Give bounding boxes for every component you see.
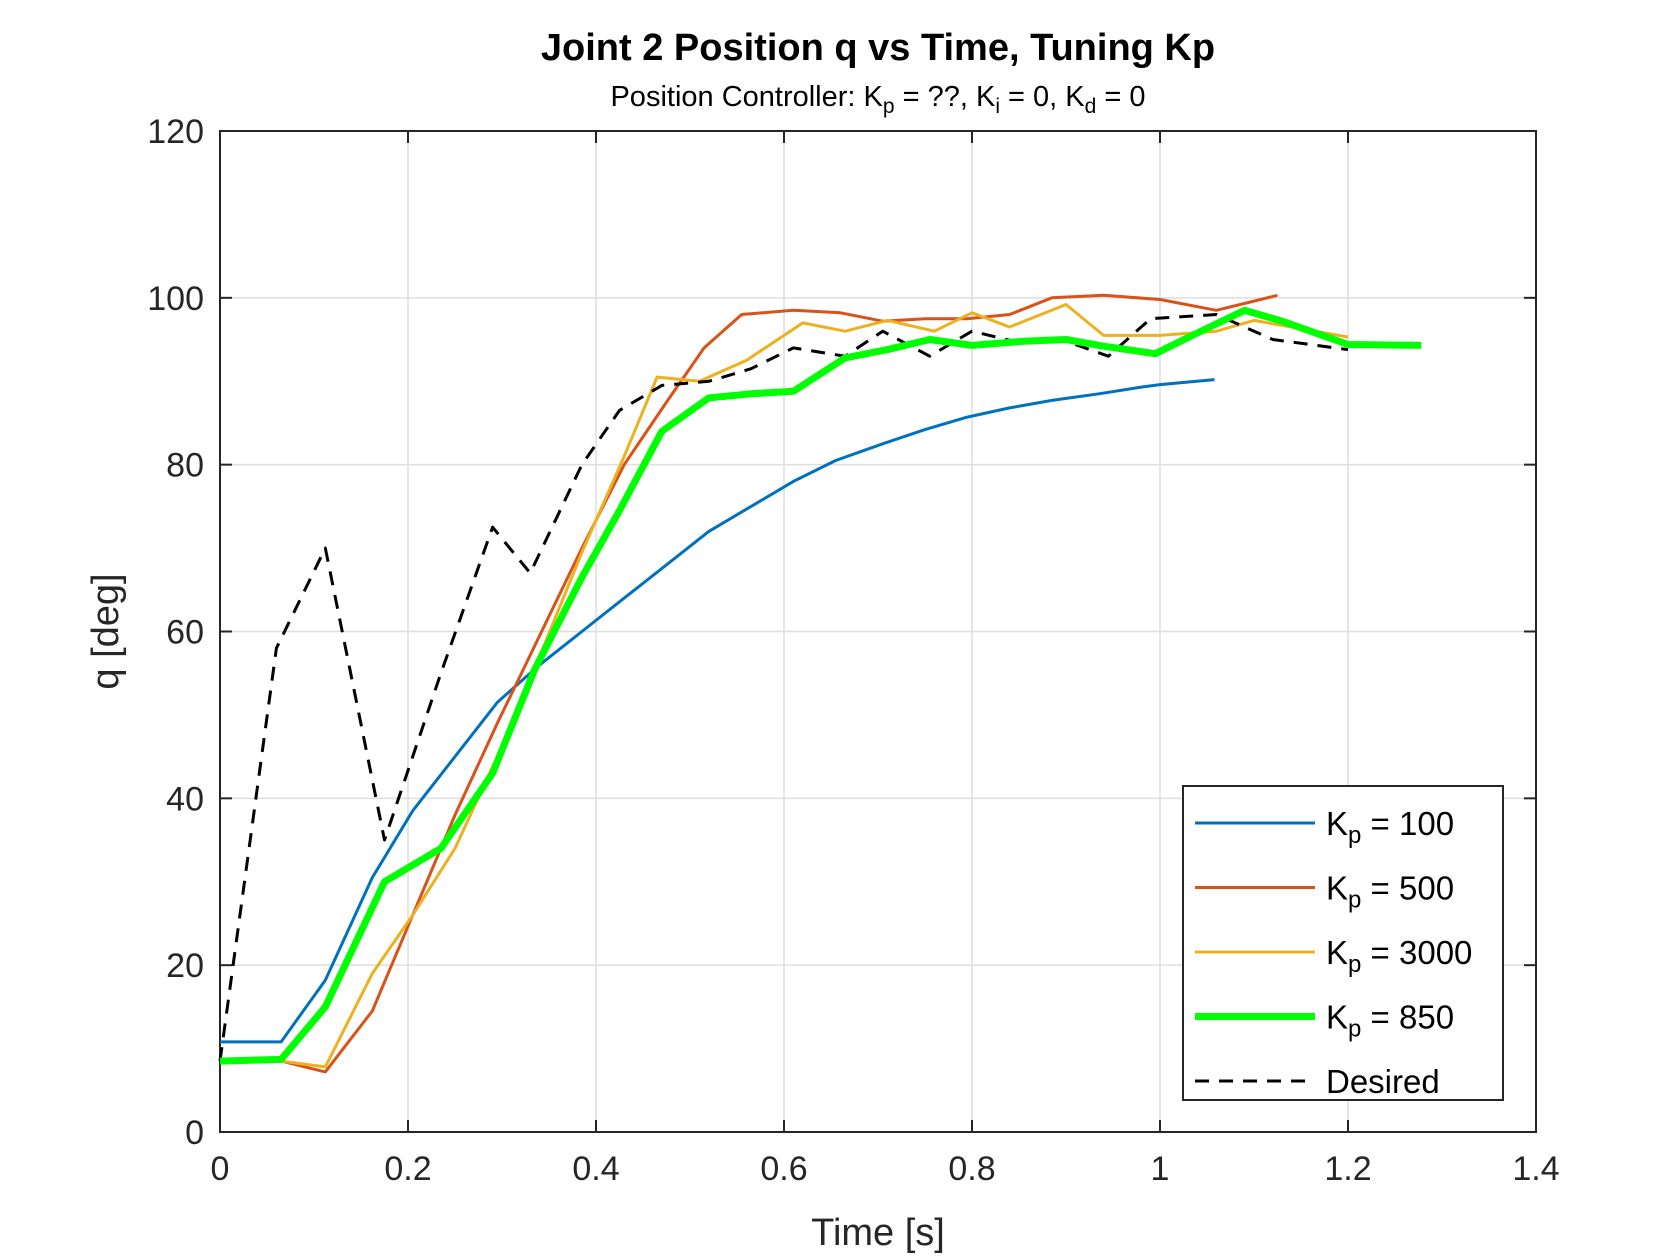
series-layer	[218, 293, 1422, 1074]
y-tick-label: 40	[166, 780, 204, 818]
legend-label: Kp = 850	[1326, 999, 1454, 1043]
y-tick-label: 60	[166, 614, 204, 652]
x-tick-label: 0.8	[948, 1150, 995, 1188]
legend-label: Kp = 3000	[1326, 934, 1472, 978]
x-axis-label: Time [s]	[811, 1212, 945, 1254]
subtitle-ki-subscript: i	[995, 95, 1000, 118]
legend-label: Kp = 500	[1326, 870, 1454, 914]
subtitle-kp-value: = ??, K	[895, 81, 996, 113]
x-tick-label: 0	[211, 1150, 230, 1188]
axis-ticks: 0 0.2 0.4 0.6 0.8 1 1.2 1.4 0 20 40 60 80 100 120	[147, 113, 1559, 1188]
x-tick-label: 1	[1151, 1150, 1170, 1188]
x-tick-label: 0.4	[572, 1150, 619, 1188]
subtitle-kd-value: = 0	[1096, 81, 1145, 113]
chart-title: Joint 2 Position q vs Time, Tuning Kp	[541, 27, 1215, 69]
x-tick-label: 0.2	[384, 1150, 431, 1188]
y-tick-label: 0	[185, 1114, 204, 1152]
y-tick-label: 20	[166, 947, 204, 985]
legend: Kp = 100 Kp = 500 Kp = 3000 Kp = 850 Desired	[1182, 785, 1504, 1101]
x-tick-label: 0.6	[760, 1150, 807, 1188]
y-tick-label: 100	[147, 280, 204, 318]
chart-subtitle: Position Controller: Kp = ??, Ki = 0, Kd…	[610, 81, 1145, 118]
y-tick-label: 80	[166, 447, 204, 485]
series-line-kp-850	[219, 306, 1422, 1065]
grid	[220, 131, 1536, 1132]
series-line-kp-100	[220, 378, 1215, 1044]
subtitle-kd-subscript: d	[1085, 95, 1097, 118]
legend-box	[1182, 785, 1504, 1101]
series-line-kp-500	[220, 293, 1278, 1074]
legend-label: Kp = 100	[1326, 805, 1454, 849]
y-tick-label: 120	[147, 113, 204, 151]
series-line-kp-3000	[220, 303, 1349, 1069]
subtitle-ki-value: = 0, K	[1000, 81, 1085, 113]
series-line-desired	[218, 313, 1349, 1062]
x-tick-label: 1.4	[1512, 1150, 1559, 1188]
x-tick-label: 1.2	[1324, 1150, 1371, 1188]
y-axis-label: q [deg]	[85, 573, 127, 689]
subtitle-prefix: Position Controller: K	[610, 81, 883, 113]
subtitle-kp-subscript: p	[883, 95, 895, 118]
legend-label: Desired	[1326, 1063, 1440, 1100]
